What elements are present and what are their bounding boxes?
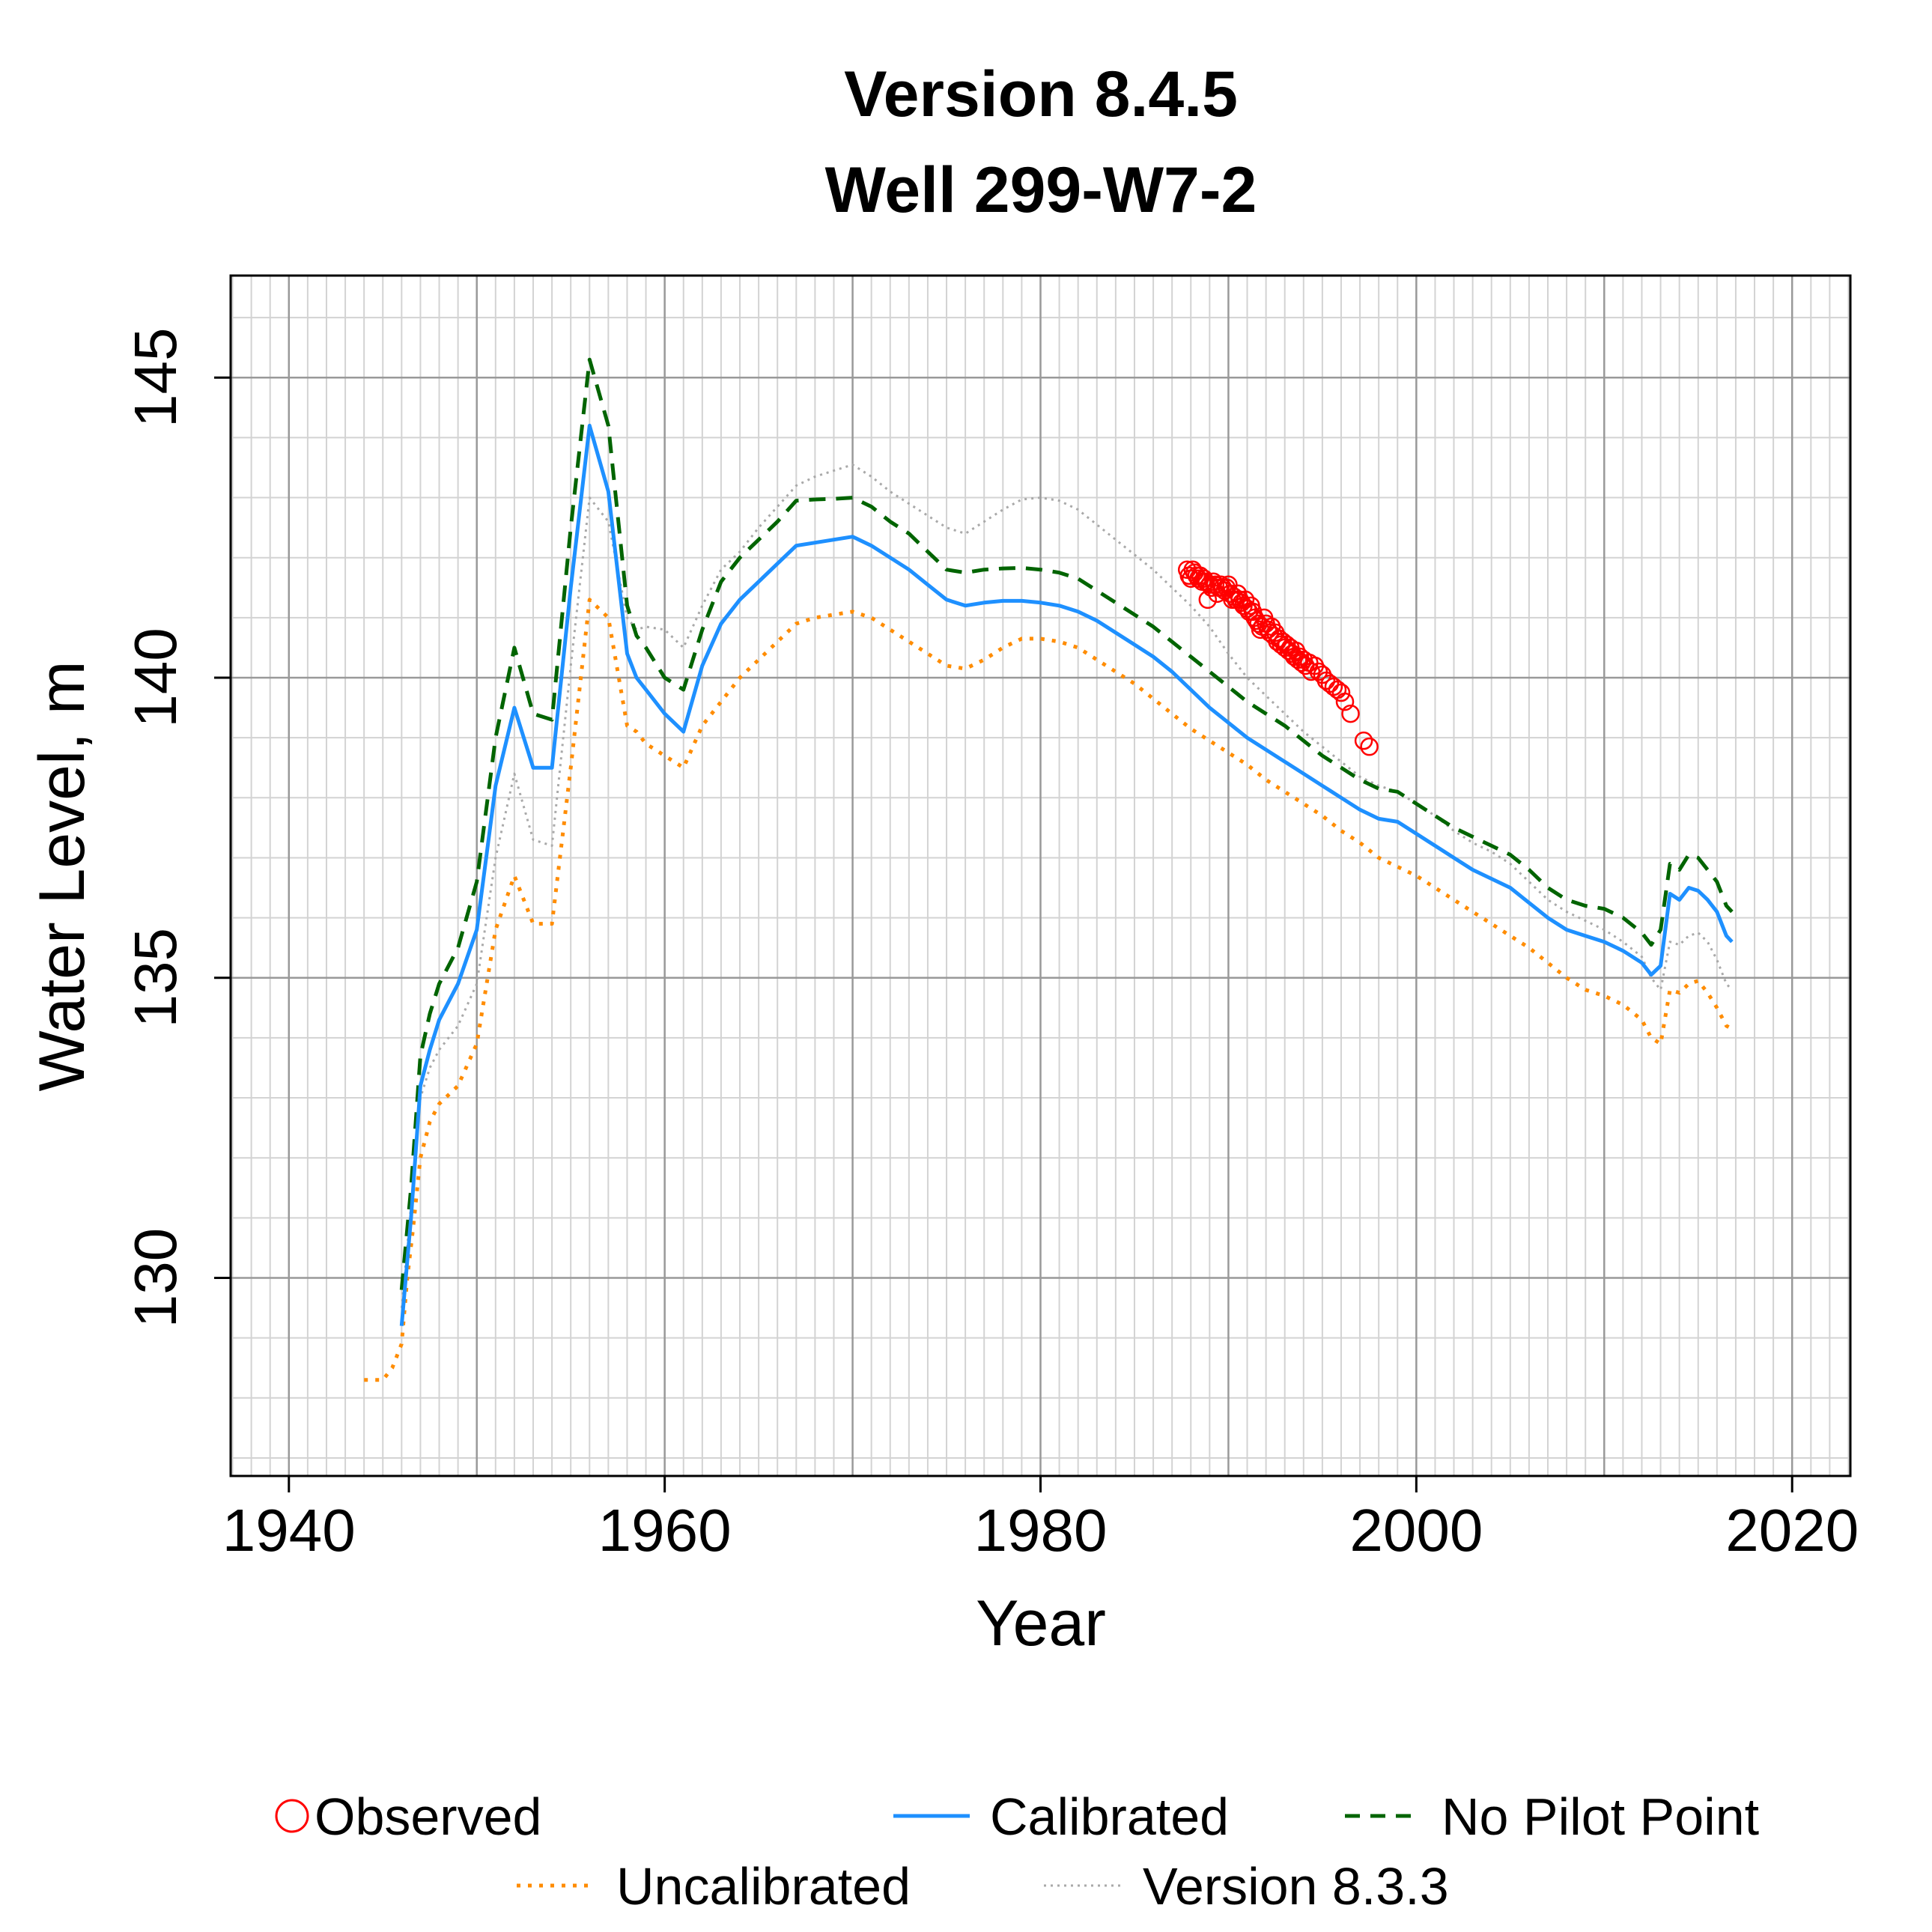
legend-uncalibrated-label: Uncalibrated <box>616 1857 911 1916</box>
data-point-observed <box>1335 692 1355 711</box>
series-layer <box>364 357 1734 1382</box>
legend-observed-label: Observed <box>315 1787 541 1846</box>
series-line-uncalibrated <box>364 598 1734 1382</box>
legend: Observed Calibrated No Pilot Point Uncal… <box>275 1787 1759 1916</box>
x-axis: 1940 1960 1980 2000 2020 <box>222 1474 1859 1564</box>
series-observed <box>1177 560 1379 756</box>
x-axis-label: Year <box>976 1588 1106 1659</box>
legend-calibrated-label: Calibrated <box>990 1787 1229 1846</box>
legend-version-833-label: Version 8.3.3 <box>1143 1857 1449 1916</box>
data-point-observed <box>1360 737 1379 756</box>
x-tick-label: 1940 <box>222 1497 356 1564</box>
data-point-observed <box>1331 683 1351 702</box>
series-line-calibrated <box>399 423 1734 1326</box>
major-grid <box>231 276 1850 1476</box>
x-tick-label: 2020 <box>1725 1497 1859 1564</box>
y-axis-label: Water Level, m <box>26 660 98 1091</box>
chart-title: Version 8.4.5 <box>844 58 1238 130</box>
data-point-observed <box>1354 731 1373 750</box>
x-tick-label: 1980 <box>974 1497 1108 1564</box>
y-tick-label: 130 <box>122 1228 189 1328</box>
series-line-no-pilot-point <box>399 357 1734 1290</box>
y-tick-label: 145 <box>122 328 189 428</box>
x-tick-label: 2000 <box>1349 1497 1483 1564</box>
data-point-observed <box>1341 704 1360 723</box>
y-tick-label: 140 <box>122 628 189 727</box>
legend-no-pilot-point-label: No Pilot Point <box>1442 1787 1759 1846</box>
y-tick-label: 135 <box>122 928 189 1027</box>
legend-observed-marker <box>275 1799 309 1833</box>
series-line-version-8-3-3 <box>400 464 1733 1308</box>
y-axis: 130 135 140 145 <box>122 328 232 1328</box>
x-tick-label: 1960 <box>598 1497 732 1564</box>
chart-subtitle: Well 299-W7-2 <box>825 154 1257 226</box>
data-point-observed <box>1198 590 1218 610</box>
